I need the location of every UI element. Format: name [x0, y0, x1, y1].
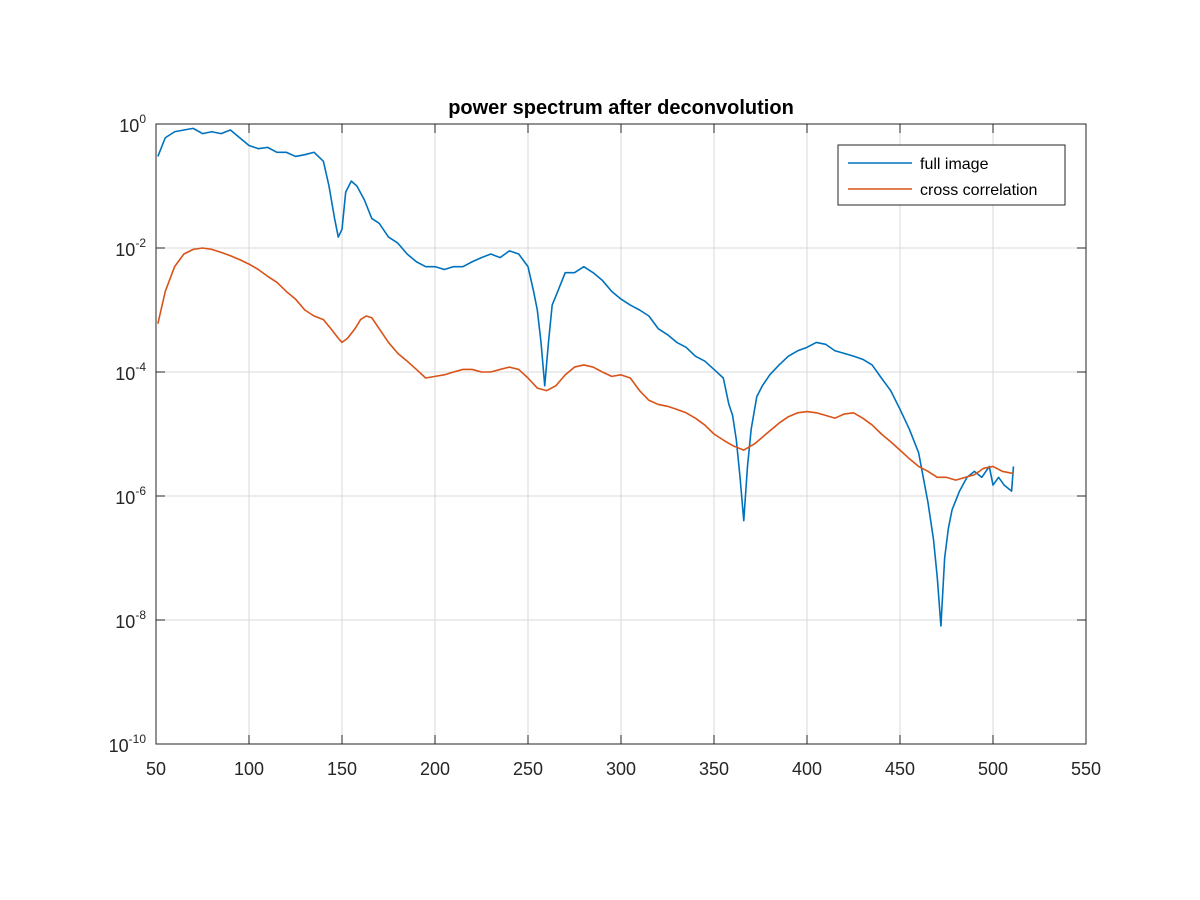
x-tick-label: 550 — [1071, 759, 1101, 779]
legend: full image cross correlation — [837, 144, 1066, 206]
series-layer — [157, 127, 1015, 627]
x-tick-label: 150 — [327, 759, 357, 779]
axis-ticks — [155, 123, 1087, 745]
y-tick-label: 10-10 — [109, 732, 147, 756]
y-tick-label: 10-4 — [115, 360, 146, 384]
x-tick-label: 100 — [234, 759, 264, 779]
x-tick-label: 500 — [978, 759, 1008, 779]
legend-label-full-image: full image — [920, 156, 989, 173]
x-tick-label: 450 — [885, 759, 915, 779]
x-tick-label: 200 — [420, 759, 450, 779]
x-tick-label: 400 — [792, 759, 822, 779]
legend-label-cross-correlation: cross correlation — [920, 182, 1037, 199]
series-line-full-image — [157, 127, 1015, 627]
x-tick-label: 300 — [606, 759, 636, 779]
chart-title: power spectrum after deconvolution — [448, 97, 794, 119]
legend-box — [837, 144, 1066, 206]
x-tick-label: 250 — [513, 759, 543, 779]
x-tick-label: 50 — [146, 759, 166, 779]
y-tick-label: 100 — [119, 112, 146, 136]
y-tick-label: 10-6 — [115, 484, 146, 508]
x-tick-label: 350 — [699, 759, 729, 779]
x-axis-tick-labels: 50 100 150 200 250 300 350 400 450 500 550 — [146, 759, 1101, 779]
y-tick-label: 10-2 — [115, 236, 146, 260]
series-line-cross-correlation — [157, 247, 1014, 481]
y-tick-label: 10-8 — [115, 608, 146, 632]
y-axis-tick-labels: 100 10-2 10-4 10-6 10-8 10-10 — [109, 112, 147, 756]
